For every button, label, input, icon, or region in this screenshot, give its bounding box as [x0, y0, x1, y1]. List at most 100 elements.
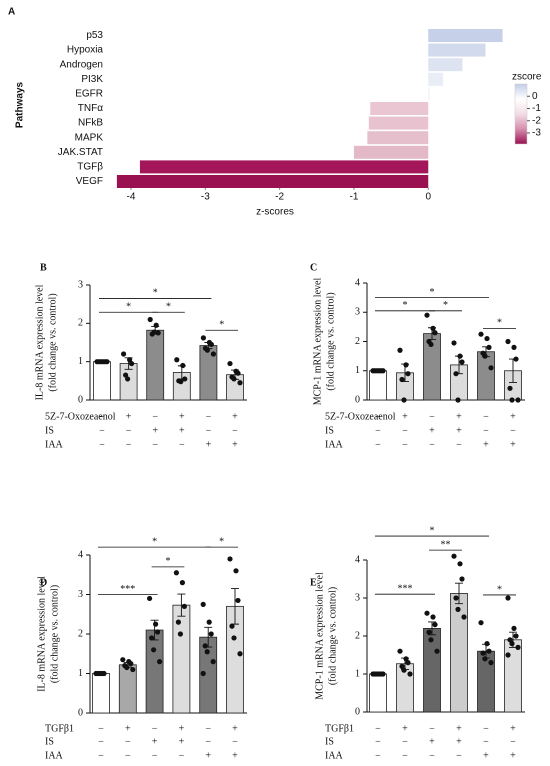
condition-value: −	[205, 736, 211, 747]
condition-value: +	[152, 736, 158, 747]
condition-value: −	[99, 439, 105, 450]
data-point	[151, 329, 157, 335]
condition-value: −	[429, 723, 435, 734]
data-point	[125, 376, 131, 382]
condition-value: −	[232, 425, 238, 436]
category-label: MAPK	[75, 132, 104, 143]
condition-value: −	[402, 439, 408, 450]
bar	[428, 58, 463, 72]
error-bar	[177, 593, 186, 617]
condition-value: +	[152, 425, 158, 436]
x-tick-label: -3	[201, 192, 210, 203]
condition-value: +	[232, 723, 238, 734]
condition-value: −	[98, 736, 104, 747]
condition-label: IAA	[45, 750, 64, 761]
condition-value: −	[152, 411, 158, 422]
data-point	[486, 648, 492, 654]
panel-c: C MCP-1 mRNA expression level (fold change…	[310, 262, 525, 450]
data-point	[121, 351, 127, 357]
bar	[428, 29, 503, 42]
condition-value: −	[375, 736, 381, 747]
condition-label: TGFβ1	[325, 723, 354, 734]
condition-value: −	[152, 439, 158, 450]
data-point	[120, 657, 126, 663]
condition-value: −	[126, 425, 132, 436]
condition-value: +	[232, 750, 238, 761]
condition-value: −	[206, 411, 212, 422]
bar	[146, 329, 165, 401]
data-point	[179, 580, 185, 586]
condition-value: −	[152, 723, 158, 734]
data-point	[515, 397, 521, 403]
significance-label: *	[126, 302, 131, 313]
bar	[504, 639, 522, 713]
condition-label: 5Z-7-Oxozeaenol	[45, 411, 116, 422]
data-point	[98, 359, 104, 365]
data-point	[157, 659, 163, 665]
category-label: p53	[86, 30, 103, 41]
data-point	[129, 360, 135, 367]
data-point	[127, 357, 133, 363]
condition-value: −	[98, 723, 104, 734]
condition-label: IS	[45, 736, 54, 747]
data-point	[507, 385, 513, 391]
y-tick-label: 1	[355, 365, 360, 376]
data-point	[227, 360, 233, 367]
data-point	[511, 344, 517, 350]
y-axis-label: IL-8 mRNA expression level	[34, 284, 45, 400]
data-point	[480, 650, 486, 656]
data-point	[202, 643, 208, 649]
data-point	[181, 603, 187, 609]
data-point	[405, 660, 411, 666]
condition-value: −	[456, 750, 462, 761]
condition-value: +	[429, 736, 435, 747]
data-point	[235, 597, 241, 604]
y-tick-label: 1	[78, 668, 83, 679]
data-point	[434, 648, 440, 654]
data-point	[182, 376, 188, 382]
condition-value: −	[483, 425, 489, 436]
significance-label: *	[497, 584, 502, 595]
data-point	[231, 635, 237, 641]
category-label: Hypoxia	[67, 45, 104, 56]
condition-value: +	[179, 723, 185, 734]
bar	[367, 131, 429, 145]
condition-value: +	[456, 425, 462, 436]
condition-value: −	[99, 425, 105, 436]
condition-value: −	[375, 723, 381, 734]
data-point	[478, 331, 484, 337]
bar	[428, 72, 444, 86]
y-tick-label: 0	[78, 707, 83, 718]
condition-value: +	[402, 411, 408, 422]
bar	[118, 664, 137, 714]
data-point	[200, 601, 206, 607]
condition-value: −	[402, 750, 408, 761]
data-point	[403, 362, 409, 368]
y-tick-label: 4	[355, 277, 360, 288]
data-point	[200, 335, 206, 341]
data-point	[210, 351, 216, 357]
bar	[172, 604, 191, 714]
condition-value: −	[483, 736, 489, 747]
condition-value: −	[375, 411, 381, 422]
bar	[428, 87, 430, 101]
condition-value: +	[126, 411, 132, 422]
data-point	[101, 670, 107, 677]
condition-value: −	[206, 425, 212, 436]
data-point	[457, 353, 463, 359]
data-point	[509, 641, 515, 647]
data-point	[380, 671, 386, 677]
data-point	[397, 648, 403, 654]
condition-label: IS	[45, 425, 54, 436]
condition-value: +	[179, 411, 185, 422]
condition-value: +	[206, 439, 212, 450]
significance-label: *	[166, 302, 171, 313]
data-point	[229, 623, 235, 629]
category-label: TGFβ	[77, 162, 103, 173]
bar	[353, 145, 429, 159]
condition-value: −	[375, 439, 381, 450]
bar	[370, 102, 429, 115]
data-point	[177, 631, 183, 637]
colorbar-tick-label: 0	[532, 91, 538, 102]
